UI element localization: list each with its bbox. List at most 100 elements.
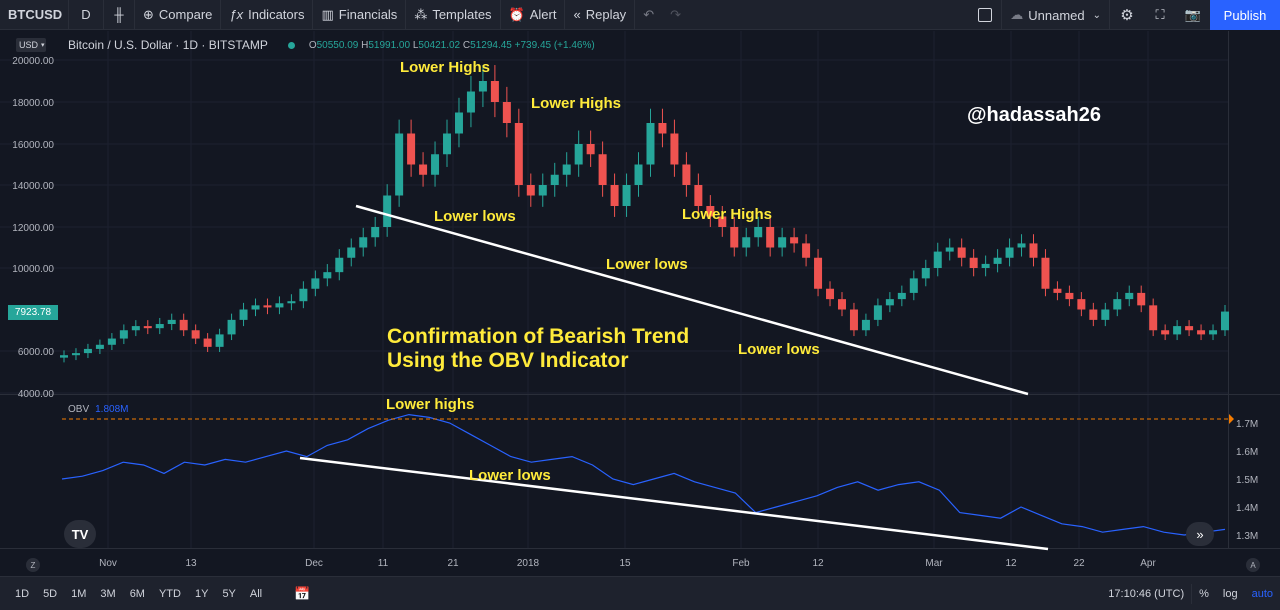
date-range-button[interactable]: 📅 [287, 586, 317, 602]
settings-button[interactable]: ⚙ [1110, 0, 1144, 30]
currency-selector[interactable]: USD ▾ [16, 38, 46, 52]
range-button-5y[interactable]: 5Y [222, 587, 236, 600]
zoom-reset-button[interactable]: Z [26, 558, 40, 572]
annotation-lower-highs-1[interactable]: Lower Highs [400, 59, 491, 76]
change-value: +739.45 (+1.46%) [514, 39, 595, 51]
templates-label: Templates [432, 7, 492, 22]
candle-body [1197, 330, 1206, 335]
candle-body [574, 144, 583, 165]
alert-button[interactable]: ⏰ Alert [501, 0, 565, 30]
interval-button[interactable]: D [81, 7, 91, 22]
clock-display[interactable]: 17:10:46 (UTC) [1108, 588, 1185, 600]
obv-line [61, 413, 1226, 536]
obv-trendline[interactable] [299, 456, 1049, 551]
obv-value: 1.808M [95, 404, 129, 415]
compare-button[interactable]: ⊕ Compare [135, 0, 220, 30]
price-tick-label: 6000.00 [18, 347, 55, 358]
candle-body [287, 301, 296, 304]
candle-body [766, 227, 775, 248]
candle-body [1053, 288, 1062, 293]
candle-body [550, 174, 559, 185]
candle-body [239, 309, 248, 320]
range-button-6m[interactable]: 6M [129, 587, 145, 600]
annotation-lower-highs-2[interactable]: Lower Highs [531, 95, 622, 112]
layout-name-button[interactable]: ☁ Unnamed ⌄ [1002, 0, 1109, 30]
candle-body [143, 326, 152, 329]
candle-body [383, 195, 392, 227]
candle-body [1161, 330, 1170, 335]
candle-body [514, 123, 523, 185]
annotation-lower-lows-1[interactable]: Lower lows [434, 208, 516, 225]
annotation-lower-lows-3[interactable]: Lower lows [738, 341, 820, 358]
redo-button[interactable]: ↷ [662, 0, 689, 30]
candle-body [634, 164, 643, 185]
candle-body [981, 263, 990, 268]
candle-body [431, 154, 440, 175]
time-axis[interactable]: Nov 13 Dec 11 21 2018 15 Feb 12 Mar 12 22 Apr [99, 558, 1156, 569]
candle-body [215, 334, 224, 347]
range-button-ytd[interactable]: YTD [158, 587, 181, 600]
low-value: 50421.02 [418, 39, 461, 51]
range-button-5d[interactable]: 5D [43, 587, 58, 600]
annotation-obv-lower-highs[interactable]: Lower highs [386, 396, 475, 413]
currency-label: USD [19, 40, 39, 50]
redo-icon: ↷ [670, 6, 681, 22]
undo-button[interactable]: ↶ [635, 0, 662, 30]
candle-body [921, 268, 930, 279]
candle-body [1113, 299, 1122, 310]
range-button-all[interactable]: All [249, 587, 263, 600]
candle-body [119, 330, 128, 339]
candle-body [622, 185, 631, 206]
range-button-1m[interactable]: 1M [71, 587, 87, 600]
annotation-lower-highs-3[interactable]: Lower Highs [682, 206, 773, 223]
candle-body [454, 112, 463, 134]
fullscreen-button[interactable]: ⛶ [1144, 0, 1176, 30]
log-toggle[interactable]: log [1222, 588, 1238, 600]
chevron-down-icon: ⌄ [1092, 9, 1101, 21]
candle-body [227, 319, 236, 335]
chart-type-button[interactable]: ╫ [104, 0, 134, 30]
scroll-to-realtime-button[interactable]: » [1186, 522, 1214, 546]
auto-toggle[interactable]: auto [1251, 588, 1273, 600]
candle-body [945, 247, 954, 252]
price-axis[interactable]: 20000.00 18000.00 16000.00 14000.00 12000.00… [12, 56, 54, 400]
auto-scale-button[interactable]: A [1246, 558, 1260, 572]
ohlc-values: O50550.09 H51991.00 L50421.02 C51294.45 … [309, 40, 595, 51]
financials-button[interactable]: ▥ Financials [313, 0, 405, 30]
undo-icon: ↶ [643, 6, 655, 22]
tradingview-logo[interactable]: TV [64, 520, 96, 548]
range-button-3m[interactable]: 3M [100, 587, 116, 600]
time-tick-label: 15 [619, 558, 631, 569]
templates-button[interactable]: ⁂ Templates [406, 0, 499, 30]
candle-body [790, 237, 799, 244]
symbol-title[interactable]: Bitcoin / U.S. Dollar · 1D · BITSTAMP [68, 38, 268, 52]
candle-body [658, 123, 667, 134]
obv-legend[interactable]: OBV 1.808M [68, 404, 128, 415]
range-button-1d[interactable]: 1D [15, 587, 30, 600]
obv-axis[interactable]: 1.7M 1.6M 1.5M 1.4M 1.3M [1236, 419, 1258, 542]
alert-label: Alert [529, 7, 557, 22]
time-tick-label: 12 [812, 558, 824, 569]
divider [220, 0, 222, 30]
publish-button[interactable]: Publish [1210, 0, 1280, 30]
range-button-1y[interactable]: 1Y [194, 587, 209, 600]
bottom-toolbar: 1D 5D 1M 3M 6M YTD 1Y 5Y All 📅 17:10:46 (UTC) % … [0, 576, 1280, 610]
layout-toggle-button[interactable] [969, 0, 1001, 30]
annotation-lower-lows-2[interactable]: Lower lows [606, 256, 688, 273]
indicators-button[interactable]: ƒx Indicators [221, 0, 312, 30]
replay-button[interactable]: « Replay [565, 0, 634, 30]
snapshot-button[interactable]: 📷 [1176, 0, 1210, 30]
symbol-search[interactable]: BTCUSD [8, 7, 63, 22]
time-tick-label: Feb [732, 558, 750, 569]
candle-body [562, 164, 571, 175]
candle-body [586, 144, 595, 155]
price-trendline[interactable] [355, 204, 1029, 396]
percent-toggle[interactable]: % [1199, 588, 1209, 600]
candle-body [802, 243, 811, 258]
annotation-obv-lower-lows[interactable]: Lower lows [469, 467, 551, 484]
candle-body [933, 251, 942, 268]
annotation-confirmation[interactable]: Confirmation of Bearish Trend Using the … [387, 325, 689, 373]
low-label: L [412, 39, 419, 51]
obv-tick-label: 1.5M [1236, 475, 1258, 486]
